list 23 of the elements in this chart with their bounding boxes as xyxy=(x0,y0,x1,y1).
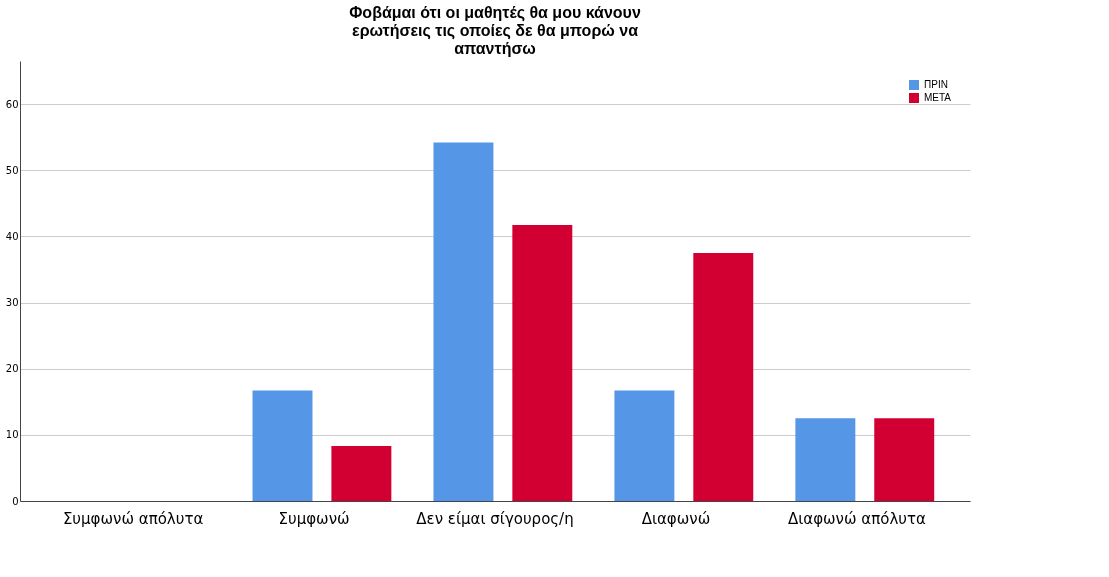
chart-title: Φοβάμαι ότι οι μαθητές θα μου κάνουν ερωτήσεις τις οποίες δε θα μπορώ να απαντήσω xyxy=(349,4,641,57)
y-tick-label: 30 xyxy=(5,297,19,308)
legend-label: ΠΡΙΝ xyxy=(924,79,948,90)
y-tick-label: 50 xyxy=(5,164,19,176)
x-tick-label: Συμφωνώ απόλυτα xyxy=(62,509,204,528)
x-tick-label: Διαφωνώ xyxy=(641,509,711,528)
bar xyxy=(693,252,754,501)
bar xyxy=(874,418,935,501)
bar xyxy=(433,142,494,501)
x-tick-label: Συμφωνώ xyxy=(278,509,350,528)
y-tick-label: 20 xyxy=(5,363,19,375)
x-tick-label: Δεν είμαι σίγουρος/η xyxy=(416,509,574,528)
x-tick-label: Διαφωνώ απόλυτα xyxy=(787,509,926,528)
y-tick-label: 10 xyxy=(5,429,19,441)
bar xyxy=(331,446,392,501)
legend-label: ΜΕΤΑ xyxy=(924,92,952,103)
y-tick-label: 60 xyxy=(5,98,19,110)
y-tick-label: 0 xyxy=(12,495,19,507)
bar xyxy=(252,390,313,501)
y-tick-label: 40 xyxy=(5,230,19,242)
bar xyxy=(795,418,856,501)
bar xyxy=(512,225,573,501)
bar xyxy=(614,390,675,501)
